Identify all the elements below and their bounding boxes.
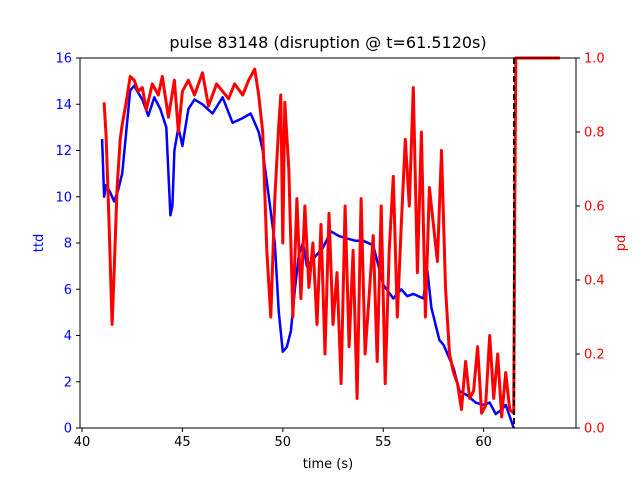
right-tick-label: 0.6 [584, 200, 605, 215]
left-tick-label: 12 [55, 144, 72, 159]
left-tick-label: 2 [64, 375, 72, 390]
series-layer [100, 56, 560, 429]
left-axis-label: ttd [32, 234, 47, 252]
x-tick-label: 55 [375, 435, 392, 450]
series-pd-line [102, 56, 560, 419]
right-tick-label: 0.2 [584, 348, 605, 363]
right-axis-label: pd [614, 235, 629, 252]
left-tick-label: 4 [64, 329, 72, 344]
x-tick-label: 45 [174, 435, 191, 450]
right-axis-ticks: 0.0 0.2 0.4 0.6 0.8 1.0 [576, 52, 605, 437]
left-axis-ticks: 0 2 4 6 8 10 12 14 16 [55, 52, 80, 437]
right-tick-label: 0.8 [584, 126, 605, 141]
left-tick-label: 16 [55, 52, 72, 67]
left-tick-label: 0 [64, 422, 72, 437]
left-tick-label: 8 [64, 237, 72, 252]
x-axis-ticks: 40 45 50 55 60 [74, 428, 492, 450]
right-tick-label: 1.0 [584, 52, 605, 67]
series-ttd-line [100, 84, 515, 429]
chart-title: pulse 83148 (disruption @ t=61.5120s) [169, 33, 486, 52]
x-axis-label: time (s) [303, 457, 353, 472]
x-tick-label: 60 [475, 435, 492, 450]
x-tick-label: 40 [74, 435, 91, 450]
right-tick-label: 0.4 [584, 274, 605, 289]
right-tick-label: 0.0 [584, 422, 605, 437]
x-tick-label: 50 [275, 435, 292, 450]
left-tick-label: 14 [55, 98, 72, 113]
left-tick-label: 10 [55, 190, 72, 205]
left-tick-label: 6 [64, 283, 72, 298]
